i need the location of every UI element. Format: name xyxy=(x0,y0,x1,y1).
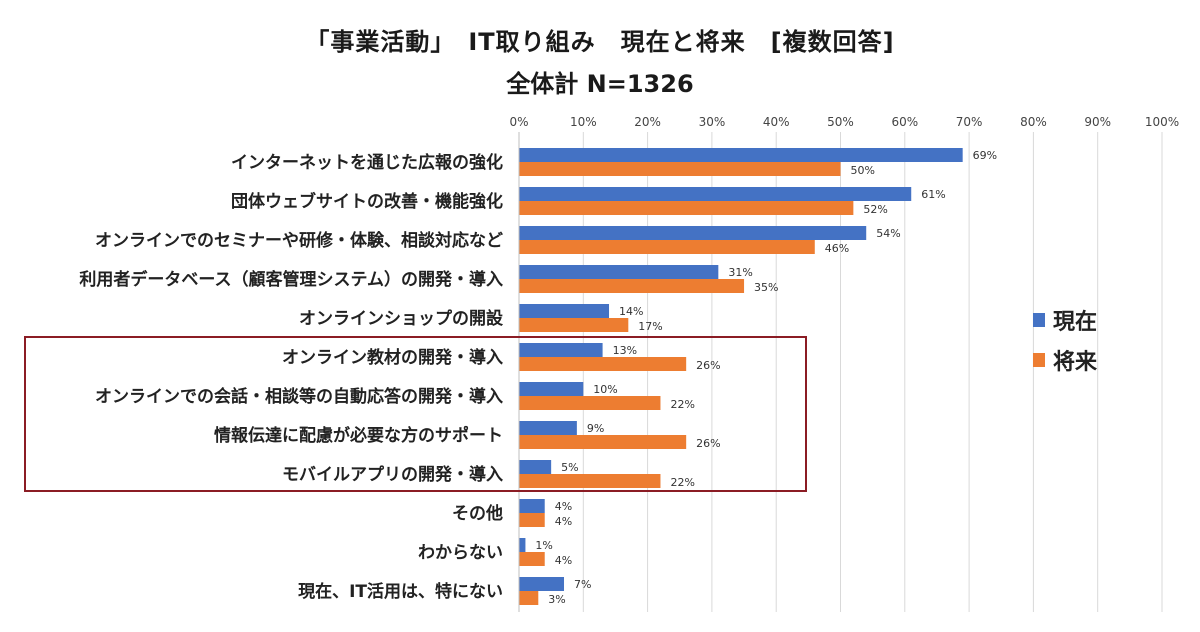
category-label: オンラインショップの開設 xyxy=(299,308,504,329)
value-label-current: 61% xyxy=(921,188,945,201)
value-label-current: 69% xyxy=(973,149,997,162)
value-label-current: 14% xyxy=(619,305,643,318)
x-tick-label: 40% xyxy=(763,115,790,129)
x-tick-label: 20% xyxy=(634,115,661,129)
category-label: 情報伝達に配慮が必要な方のサポート xyxy=(214,425,503,446)
category-label: 現在、IT活用は、特にない xyxy=(298,581,503,602)
value-label-current: 7% xyxy=(574,578,591,591)
bar-future xyxy=(519,513,545,527)
bar-future xyxy=(519,162,841,176)
bar-current xyxy=(519,499,545,513)
x-tick-label: 70% xyxy=(956,115,983,129)
bar-future xyxy=(519,474,661,488)
value-label-current: 5% xyxy=(561,461,578,474)
bar-current xyxy=(519,421,577,435)
bar-future xyxy=(519,240,815,254)
value-label-current: 4% xyxy=(555,500,572,513)
value-label-future: 17% xyxy=(638,320,662,333)
legend: 現在 将来 xyxy=(1033,300,1097,380)
category-label: オンラインでの会話・相談等の自動応答の開発・導入 xyxy=(95,386,503,407)
x-tick-label: 60% xyxy=(891,115,918,129)
category-label: その他 xyxy=(452,503,503,524)
category-label: モバイルアプリの開発・導入 xyxy=(282,464,503,485)
value-label-current: 31% xyxy=(728,266,752,279)
x-tick-label: 30% xyxy=(699,115,726,129)
value-label-future: 26% xyxy=(696,359,720,372)
bar-future xyxy=(519,435,687,449)
chart-title: 「事業活動」 IT取り組み 現在と将来 [複数回答] xyxy=(305,28,895,56)
bar-future xyxy=(519,357,687,371)
legend-label-current: 現在 xyxy=(1053,310,1098,335)
legend-label-future: 将来 xyxy=(1053,350,1098,375)
x-tick-label: 100% xyxy=(1145,115,1179,129)
value-label-future: 35% xyxy=(754,281,778,294)
bar-current xyxy=(519,382,584,396)
x-tick-label: 50% xyxy=(827,115,854,129)
bar-future xyxy=(519,396,661,410)
value-label-current: 9% xyxy=(587,422,604,435)
category-label: わからない xyxy=(418,543,503,563)
value-label-future: 50% xyxy=(851,164,875,177)
value-label-current: 54% xyxy=(876,227,900,240)
value-label-future: 3% xyxy=(548,593,565,606)
bar-current xyxy=(519,460,552,474)
bar-current xyxy=(519,577,565,591)
category-label: 利用者データベース（顧客管理システム）の開発・導入 xyxy=(79,269,503,290)
value-label-future: 4% xyxy=(555,554,572,567)
legend-item-current: 現在 xyxy=(1033,300,1097,340)
x-tick-label: 10% xyxy=(570,115,597,129)
value-label-future: 4% xyxy=(555,515,572,528)
value-label-future: 22% xyxy=(670,476,694,489)
legend-item-future: 将来 xyxy=(1033,340,1097,380)
bar-future xyxy=(519,201,854,215)
chart-subtitle: 全体計 N=1326 xyxy=(506,70,694,98)
value-label-future: 22% xyxy=(670,398,694,411)
value-label-future: 26% xyxy=(696,437,720,450)
bar-current xyxy=(519,538,526,552)
bar-current xyxy=(519,187,912,201)
x-tick-label: 90% xyxy=(1084,115,1111,129)
bar-current xyxy=(519,148,963,162)
bar-future xyxy=(519,591,539,605)
bar-current xyxy=(519,226,867,240)
category-label: 団体ウェブサイトの改善・機能強化 xyxy=(231,191,503,212)
legend-swatch-current xyxy=(1033,313,1045,327)
highlight-box xyxy=(24,336,807,492)
value-label-future: 46% xyxy=(825,242,849,255)
value-label-future: 52% xyxy=(863,203,887,216)
category-label: インターネットを通じた広報の強化 xyxy=(231,152,503,173)
x-tick-label: 80% xyxy=(1020,115,1047,129)
category-label: オンラインでのセミナーや研修・体験、相談対応など xyxy=(95,230,503,251)
bar-current xyxy=(519,343,603,357)
value-label-current: 1% xyxy=(535,539,552,552)
bar-future xyxy=(519,318,629,332)
legend-swatch-future xyxy=(1033,353,1045,367)
x-tick-label: 0% xyxy=(509,115,528,129)
value-label-current: 13% xyxy=(613,344,637,357)
bar-future xyxy=(519,552,545,566)
bar-current xyxy=(519,265,719,279)
value-label-current: 10% xyxy=(593,383,617,396)
bar-current xyxy=(519,304,610,318)
category-label: オンライン教材の開発・導入 xyxy=(282,347,503,368)
bar-future xyxy=(519,279,745,293)
